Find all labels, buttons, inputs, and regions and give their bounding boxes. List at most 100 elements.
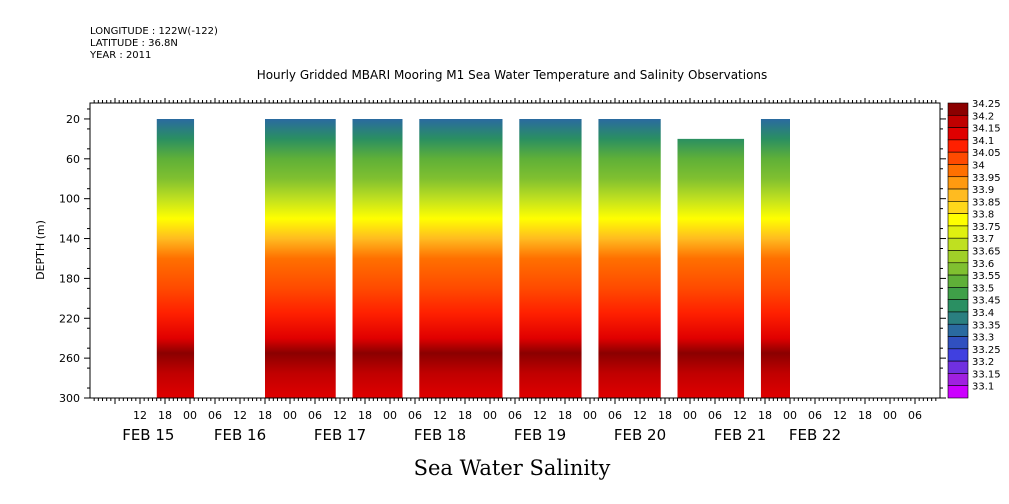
legend-label: 33.45 xyxy=(972,296,1001,307)
legend-label: 33.3 xyxy=(972,333,994,344)
y-tick-label: 60 xyxy=(66,153,80,166)
legend-swatch xyxy=(947,164,969,178)
chart-title: Hourly Gridded MBARI Mooring M1 Sea Wate… xyxy=(257,68,768,82)
x-hour-label: 00 xyxy=(383,409,397,422)
legend-swatch xyxy=(947,151,969,165)
legend-label: 33.35 xyxy=(972,320,1001,331)
legend-label: 33.65 xyxy=(972,247,1001,258)
x-hour-label: 18 xyxy=(358,409,372,422)
legend-label: 33.8 xyxy=(972,210,994,221)
legend-swatch xyxy=(947,348,969,362)
y-tick-label: 260 xyxy=(59,352,80,365)
plot-frame xyxy=(89,102,941,399)
x-hour-label: 00 xyxy=(783,409,797,422)
x-hour-label: 00 xyxy=(883,409,897,422)
legend-swatch xyxy=(947,139,969,153)
data-segment xyxy=(598,118,661,398)
plot-area xyxy=(156,118,790,398)
data-segment xyxy=(519,118,582,398)
salinity-fill xyxy=(760,118,790,398)
latitude-label: LATITUDE : 36.8N xyxy=(90,38,178,49)
data-segment xyxy=(265,118,336,398)
data-segment xyxy=(760,118,790,398)
y-tick-label: 220 xyxy=(59,312,80,325)
legend-label: 33.95 xyxy=(972,173,1001,184)
x-hour-label: 12 xyxy=(333,409,347,422)
legend-swatch xyxy=(947,213,969,227)
salinity-fill xyxy=(677,138,745,398)
legend-label: 34.2 xyxy=(972,111,994,122)
salinity-fill xyxy=(265,118,336,398)
legend-swatch xyxy=(947,127,969,141)
salinity-fill xyxy=(352,118,403,398)
legend-label: 33.55 xyxy=(972,271,1001,282)
x-hour-label: 06 xyxy=(208,409,222,422)
legend-swatch xyxy=(947,274,969,288)
x-hour-label: 06 xyxy=(808,409,822,422)
x-hour-label: 12 xyxy=(733,409,747,422)
legend-label: 33.2 xyxy=(972,357,994,368)
x-hour-label: 00 xyxy=(283,409,297,422)
legend-swatch xyxy=(947,373,969,387)
salinity-fill xyxy=(598,118,661,398)
legend-swatch xyxy=(947,225,969,239)
data-segment xyxy=(156,118,195,398)
x-hour-label: 18 xyxy=(258,409,272,422)
x-hour-label: 00 xyxy=(683,409,697,422)
x-hour-label: 18 xyxy=(158,409,172,422)
legend-label: 33.6 xyxy=(972,259,994,270)
y-tick-label: 100 xyxy=(59,193,80,206)
legend-label: 33.9 xyxy=(972,185,994,196)
x-date-label: FEB 20 xyxy=(614,426,666,444)
legend-label: 33.5 xyxy=(972,283,994,294)
legend-label: 34.25 xyxy=(972,99,1001,110)
y-tick-label: 180 xyxy=(59,272,80,285)
axes: 20 60 100 140 180 220 260 300 12 18 00 06 12 18 00 06 12… xyxy=(59,98,946,444)
x-hour-label: 18 xyxy=(458,409,472,422)
legend-swatch xyxy=(947,287,969,300)
x-date-label: FEB 15 xyxy=(122,426,174,444)
legend-swatch xyxy=(947,102,969,116)
legend-label: 33.85 xyxy=(972,197,1001,208)
x-hour-label: 06 xyxy=(308,409,322,422)
x-date-label: FEB 17 xyxy=(314,426,366,444)
chart-subtitle: Sea Water Salinity xyxy=(414,456,611,480)
x-date-label: FEB 18 xyxy=(414,426,466,444)
x-date-label: FEB 19 xyxy=(514,426,566,444)
x-hour-label: 00 xyxy=(183,409,197,422)
legend-swatch xyxy=(947,299,969,313)
x-hour-label: 18 xyxy=(658,409,672,422)
legend-label: 33.15 xyxy=(972,369,1001,380)
legend-label: 33.7 xyxy=(972,234,994,245)
salinity-fill xyxy=(419,118,503,398)
x-hour-label: 12 xyxy=(233,409,247,422)
legend-swatch xyxy=(947,360,969,374)
x-hour-label: 00 xyxy=(583,409,597,422)
x-hour-label: 06 xyxy=(608,409,622,422)
x-hour-label: 06 xyxy=(408,409,422,422)
salinity-fill xyxy=(519,118,582,398)
legend-swatch xyxy=(947,323,969,337)
legend-label: 33.1 xyxy=(972,382,994,393)
legend-swatch xyxy=(947,311,969,325)
legend-swatch xyxy=(947,237,969,251)
y-axis-label: DEPTH (m) xyxy=(34,220,47,280)
legend-swatch xyxy=(947,114,969,128)
salinity-fill xyxy=(156,118,195,398)
legend-label: 34 xyxy=(972,160,985,171)
data-segment xyxy=(352,118,403,398)
x-hour-label: 12 xyxy=(633,409,647,422)
legend-swatch xyxy=(947,262,969,276)
x-hour-label: 12 xyxy=(533,409,547,422)
legend-label: 34.05 xyxy=(972,148,1001,159)
legend-label: 34.1 xyxy=(972,136,994,147)
legend-swatch xyxy=(947,176,969,190)
year-label: YEAR : 2011 xyxy=(90,50,152,61)
y-tick-label: 20 xyxy=(66,113,80,126)
legend-label: 33.4 xyxy=(972,308,994,319)
x-date-label: FEB 21 xyxy=(714,426,766,444)
x-date-label: FEB 16 xyxy=(214,426,266,444)
legend-swatch xyxy=(947,188,969,202)
